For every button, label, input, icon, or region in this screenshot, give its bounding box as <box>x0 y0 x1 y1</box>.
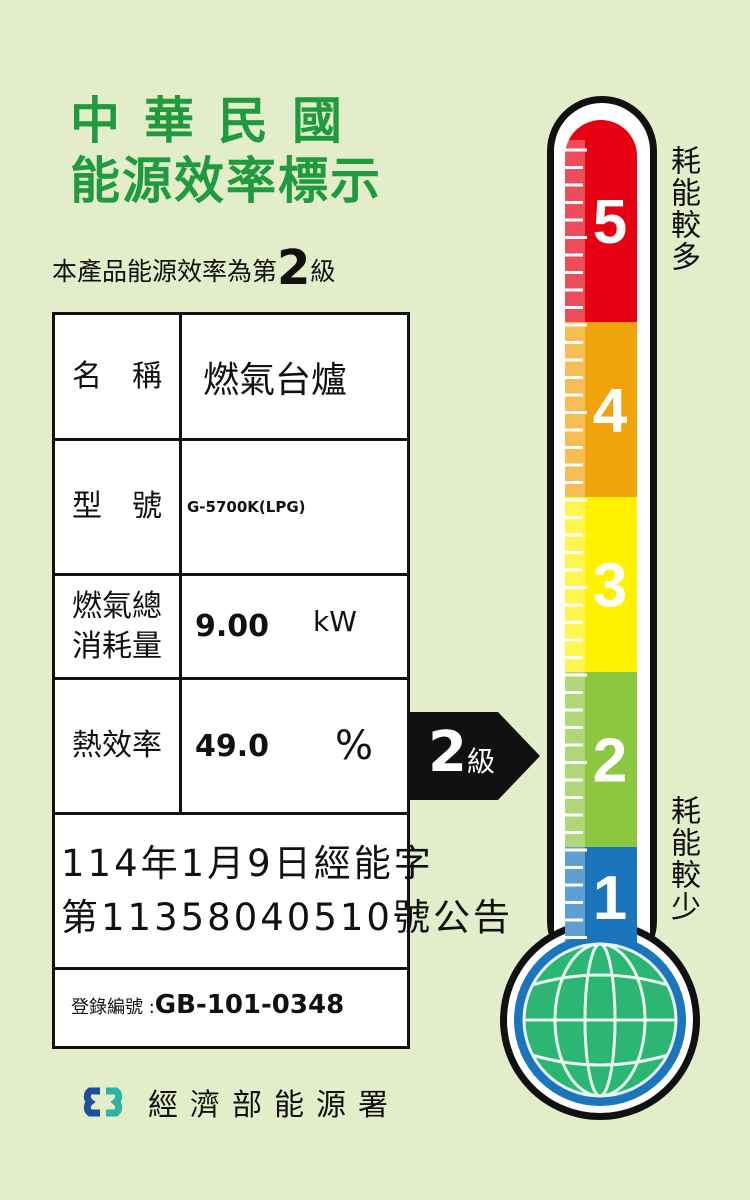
model-label: 型 號 <box>55 441 182 573</box>
row-notice: 114年1月9日經能字 第11358040510號公告 <box>55 815 510 970</box>
spec-table: 名 稱 燃氣台爐 型 號 G-5700K(LPG) 燃氣總消耗量 9.00 kW… <box>52 312 510 1049</box>
row-gas: 燃氣總消耗量 9.00 kW <box>55 576 407 680</box>
more-energy-text: 耗能較多 <box>665 145 700 273</box>
row-model: 型 號 G-5700K(LPG) <box>55 441 407 576</box>
agency-name: 經濟部能源署 <box>148 1088 400 1123</box>
eff-unit: % <box>335 723 374 769</box>
level-2-segment <box>565 672 637 847</box>
eff-label: 熱效率 <box>55 680 182 812</box>
grade-pointer: 2級 <box>410 712 542 800</box>
label-title-line2: 能源效率標示 <box>70 152 382 210</box>
notice-line1: 114年1月9日經能字 <box>61 842 434 885</box>
registration: 登錄編號 :GB-101-0348 <box>71 990 344 1020</box>
level-4-segment <box>565 322 637 497</box>
footer: 經濟部能源署 <box>80 1080 400 1124</box>
row-efficiency: 熱效率 49.0 % <box>55 680 407 815</box>
row-name: 名 稱 燃氣台爐 <box>55 315 407 441</box>
name-value: 燃氣台爐 <box>203 359 348 401</box>
gas-label: 燃氣總 消耗量 <box>55 576 182 677</box>
reg-label: 登錄編號 : <box>71 997 155 1018</box>
gas-value: 9.00 <box>195 609 270 644</box>
pointer-unit: 級 <box>466 745 495 778</box>
level-2-label: 2 <box>593 727 627 796</box>
pointer-grade: 2 <box>428 720 467 785</box>
grade-statement: 本產品能源效率為第2級 <box>52 240 335 296</box>
label-title-line1: 中華民國 <box>70 92 366 150</box>
gas-label-2: 消耗量 <box>72 628 162 664</box>
name-label: 名 稱 <box>55 315 182 438</box>
level-4-label: 4 <box>593 377 628 446</box>
thermometer: 5 4 3 2 1 <box>500 96 700 1120</box>
grade-statement-prefix: 本產品能源效率為第 <box>52 257 278 286</box>
row-registration: 登錄編號 :GB-101-0348 <box>55 970 407 1046</box>
gas-unit: kW <box>313 605 357 638</box>
level-1-label: 1 <box>593 864 627 933</box>
gas-label-1: 燃氣總 <box>72 588 162 624</box>
reg-value: GB-101-0348 <box>154 990 345 1020</box>
agency-logo-icon <box>83 1087 123 1117</box>
level-5-label: 5 <box>593 188 627 257</box>
notice-text: 114年1月9日經能字 第11358040510號公告 <box>61 837 513 945</box>
grade-statement-number: 2 <box>277 240 311 296</box>
notice-line2: 第11358040510號公告 <box>61 896 513 939</box>
less-energy-text: 耗能較少 <box>665 795 700 923</box>
eff-value: 49.0 <box>195 728 270 764</box>
grade-statement-suffix: 級 <box>310 257 336 286</box>
model-value: G-5700K(LPG) <box>187 498 306 516</box>
level-3-label: 3 <box>593 552 627 621</box>
level-3-segment <box>565 497 637 672</box>
